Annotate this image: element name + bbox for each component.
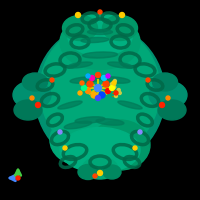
Circle shape (90, 75, 95, 80)
Circle shape (113, 86, 116, 88)
Ellipse shape (78, 164, 98, 180)
Ellipse shape (22, 73, 48, 91)
Circle shape (103, 81, 109, 87)
Ellipse shape (64, 121, 92, 129)
Circle shape (98, 170, 102, 176)
Ellipse shape (35, 25, 165, 165)
Ellipse shape (100, 77, 130, 83)
Circle shape (87, 81, 93, 87)
Ellipse shape (96, 119, 124, 125)
Circle shape (63, 146, 67, 150)
Ellipse shape (90, 120, 150, 170)
Circle shape (78, 91, 82, 95)
Circle shape (117, 88, 120, 92)
Circle shape (112, 81, 116, 85)
Ellipse shape (108, 62, 132, 68)
Ellipse shape (75, 117, 105, 123)
Circle shape (118, 92, 121, 95)
Ellipse shape (14, 100, 42, 120)
Circle shape (95, 84, 102, 92)
Ellipse shape (40, 25, 160, 155)
Circle shape (86, 88, 90, 94)
Ellipse shape (68, 14, 132, 56)
Ellipse shape (88, 29, 112, 34)
Ellipse shape (68, 62, 92, 68)
Ellipse shape (81, 37, 109, 43)
Circle shape (102, 75, 106, 80)
Circle shape (114, 95, 118, 98)
Circle shape (16, 176, 20, 180)
Circle shape (133, 146, 137, 150)
Circle shape (111, 82, 114, 86)
Ellipse shape (50, 115, 110, 165)
Circle shape (120, 12, 124, 18)
Circle shape (110, 86, 114, 90)
Circle shape (98, 10, 102, 14)
Ellipse shape (83, 157, 118, 179)
Circle shape (82, 86, 86, 90)
Ellipse shape (60, 15, 140, 70)
Circle shape (80, 81, 84, 85)
Circle shape (50, 78, 54, 82)
Circle shape (146, 78, 150, 82)
Ellipse shape (62, 16, 98, 40)
Ellipse shape (149, 81, 187, 109)
Circle shape (86, 74, 90, 78)
Circle shape (76, 12, 80, 18)
Circle shape (160, 102, 164, 108)
Circle shape (58, 130, 62, 134)
Circle shape (166, 96, 170, 100)
Ellipse shape (13, 81, 51, 109)
Circle shape (30, 96, 34, 100)
Circle shape (91, 92, 97, 98)
Ellipse shape (58, 101, 82, 109)
Circle shape (113, 79, 116, 82)
Circle shape (96, 96, 101, 100)
Circle shape (36, 102, 40, 108)
Ellipse shape (103, 165, 121, 179)
Ellipse shape (70, 77, 100, 83)
Circle shape (93, 174, 97, 178)
Ellipse shape (118, 101, 142, 109)
Ellipse shape (102, 16, 138, 40)
Circle shape (114, 91, 118, 95)
Ellipse shape (153, 73, 178, 91)
Circle shape (96, 72, 101, 77)
Ellipse shape (158, 100, 186, 120)
Circle shape (106, 88, 110, 94)
Ellipse shape (83, 52, 117, 58)
Circle shape (99, 92, 105, 98)
Circle shape (138, 130, 142, 134)
Ellipse shape (60, 128, 140, 172)
Circle shape (106, 74, 110, 78)
